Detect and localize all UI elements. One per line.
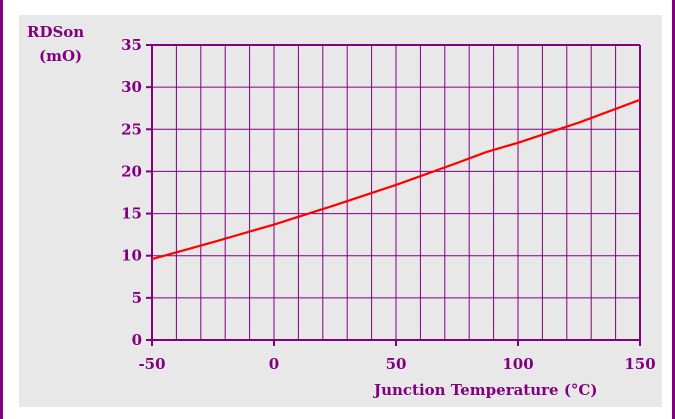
y-tick-label: 30 xyxy=(121,78,142,96)
y-tick-label: 10 xyxy=(121,247,142,265)
y-tick-label: 0 xyxy=(132,331,142,349)
series-lines xyxy=(151,98,641,261)
y-tick-label: 5 xyxy=(132,289,142,307)
y-tick-label: 15 xyxy=(121,205,142,223)
x-axis-title: Junction Temperature (°C) xyxy=(372,381,597,399)
line-chart: 0 5 10 15 20 25 30 35 -50 0 50 100 150 RDSon (mO) Ju… xyxy=(27,23,656,399)
grid-lines xyxy=(151,44,641,341)
x-tick-label: -50 xyxy=(138,355,165,373)
x-tick-label: 0 xyxy=(269,355,279,373)
y-tick-label: 20 xyxy=(121,162,142,180)
y-tick-label: 25 xyxy=(121,120,142,138)
y-axis-title-line-2: (mO) xyxy=(39,47,82,65)
series-line-rdson xyxy=(151,98,641,261)
y-tick-label: 35 xyxy=(121,36,142,54)
x-tick-label: 100 xyxy=(502,355,533,373)
x-tick-label: 150 xyxy=(624,355,655,373)
chart-panel: 0 5 10 15 20 25 30 35 -50 0 50 100 150 RDSon (mO) Ju… xyxy=(19,15,662,407)
tick-labels: 0 5 10 15 20 25 30 35 -50 0 50 100 150 xyxy=(121,36,656,373)
y-axis-title-line-1: RDSon xyxy=(27,23,84,41)
x-tick-label: 50 xyxy=(386,355,407,373)
